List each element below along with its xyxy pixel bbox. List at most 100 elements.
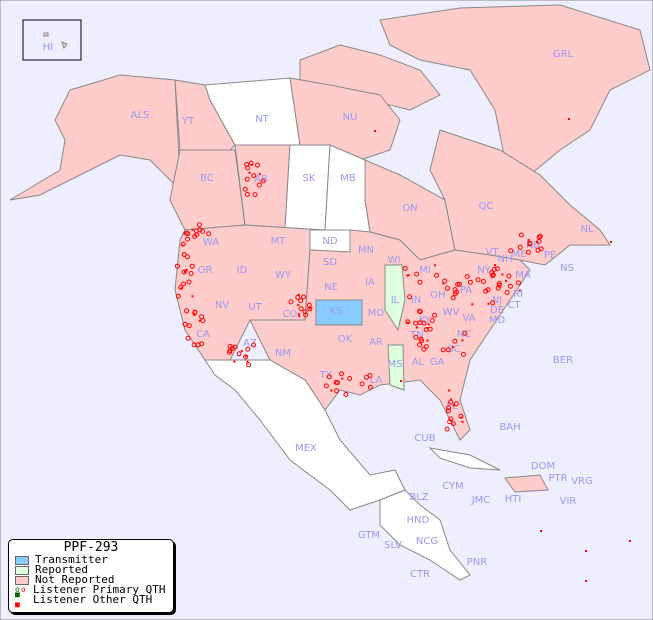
listener-primary-qth-marker <box>516 280 521 286</box>
listener-other-qth-marker <box>505 279 507 282</box>
listener-other-qth-marker <box>406 321 409 324</box>
region-label-sc: SC <box>447 344 460 355</box>
listener-primary-qth-marker <box>260 178 266 184</box>
listener-primary-qth-marker <box>537 233 543 239</box>
listener-primary-qth-marker <box>243 354 249 360</box>
listener-other-qth-marker <box>246 360 249 363</box>
listener-primary-qth-marker <box>339 371 344 377</box>
listener-primary-qth-marker <box>419 338 424 344</box>
region-label-la: LA <box>370 375 383 386</box>
listener-primary-qth-marker <box>188 271 194 276</box>
listener-primary-qth-marker <box>333 379 339 385</box>
listener-primary-qth-marker <box>183 230 189 236</box>
listener-primary-qth-marker <box>288 299 294 305</box>
listener-primary-qth-marker <box>306 302 312 308</box>
listener-other-qth-marker <box>191 228 194 231</box>
region-label-ky: KY <box>419 315 432 326</box>
region-label-jmc: JMC <box>471 495 491 506</box>
listener-primary-qth-marker <box>232 344 238 350</box>
listener-primary-qth-marker <box>181 269 187 275</box>
region-label-ct: CT <box>507 300 521 311</box>
listener-primary-qth-marker <box>227 343 233 349</box>
region-label-sd: SD <box>323 257 337 268</box>
region-label-ia: IA <box>365 277 375 288</box>
listener-other-qth-marker <box>494 264 496 267</box>
region-label-mo: MO <box>368 308 385 319</box>
listener-primary-qth-marker <box>298 306 304 312</box>
listener-primary-qth-marker <box>413 320 419 326</box>
listener-other-qth-marker <box>426 339 429 342</box>
listener-other-qth-marker <box>191 295 194 298</box>
listener-primary-qth-marker <box>200 228 206 234</box>
region-label-ca: CA <box>196 329 210 340</box>
listener-primary-qth-marker <box>206 231 212 237</box>
listener-primary-qth-marker <box>334 388 340 394</box>
listener-other-qth-marker <box>374 130 376 132</box>
listener-other-qth-marker <box>585 550 587 552</box>
listener-other-qth-marker <box>452 404 455 407</box>
region-label-wa: WA <box>203 237 219 248</box>
region-label-bc: BC <box>200 173 214 184</box>
listener-primary-qth-marker <box>184 254 190 260</box>
region-label-tx: TX <box>319 370 333 381</box>
region-label-nh: NH <box>498 254 513 265</box>
listener-primary-qth-marker <box>445 347 451 353</box>
listener-primary-qth-marker <box>452 291 458 297</box>
listener-primary-qth-marker <box>525 249 531 255</box>
hawaii-inset <box>22 19 82 61</box>
listener-primary-qth-marker <box>256 182 262 188</box>
region-label-mex: MEX <box>295 443 317 454</box>
listener-primary-qth-marker <box>252 192 258 198</box>
listener-primary-qth-marker <box>429 318 435 324</box>
listener-primary-qth-marker <box>460 351 466 357</box>
not-reported-swatch <box>15 575 29 585</box>
region-label-sk: SK <box>303 173 316 184</box>
listener-primary-qth-marker <box>181 252 187 257</box>
legend: PPF-293 Transmitter Reported Not Reporte… <box>8 539 174 613</box>
listener-primary-qth-marker <box>295 294 301 300</box>
listener-primary-qth-marker <box>462 330 468 336</box>
listener-primary-qth-marker <box>485 287 491 293</box>
region-label-hnd: HND <box>407 515 430 526</box>
listener-other-qth-marker <box>297 303 300 306</box>
legend-item-reported: Reported <box>9 564 173 575</box>
region-label-ab: AB <box>254 174 268 185</box>
listener-primary-qth-marker <box>432 312 437 318</box>
region-label-ns: NS <box>560 263 574 274</box>
listener-primary-qth-marker <box>193 228 199 234</box>
region-label-wv: WV <box>443 307 460 318</box>
listener-primary-qth-marker <box>536 238 542 244</box>
listener-other-qth-marker <box>487 302 490 305</box>
region-label-nj: NJ <box>492 295 502 306</box>
listener-other-qth-marker <box>240 349 243 352</box>
listener-other-qth-marker <box>434 264 437 267</box>
listener-primary-qth-marker <box>323 383 329 389</box>
region-label-ma: MA <box>515 270 531 281</box>
listener-primary-qth-marker <box>518 232 524 238</box>
listener-other-qth-marker <box>527 239 530 241</box>
legend-title: PPF-293 <box>63 540 119 555</box>
region-label-on: ON <box>402 203 417 214</box>
region-label-nl: NL <box>580 224 593 235</box>
listener-other-qth-marker <box>568 118 570 120</box>
listener-other-qth-marker <box>610 241 612 243</box>
region-label-nd: ND <box>322 236 337 247</box>
legend-label: Listener Other QTH <box>33 593 153 606</box>
region-label-ctr: CTR <box>410 569 430 580</box>
region-qc <box>429 129 611 266</box>
listener-primary-qth-marker <box>444 285 450 291</box>
listener-other-qth-marker <box>501 273 504 276</box>
listener-other-qth-marker <box>427 323 430 326</box>
listener-other-qth-marker <box>183 270 186 273</box>
listener-other-qth-marker <box>585 580 587 582</box>
listener-other-qth-marker <box>451 346 454 348</box>
listener-other-qth-marker <box>308 307 311 310</box>
listener-primary-qth-marker <box>464 274 470 279</box>
legend-label: Transmitter <box>35 553 108 566</box>
legend-item-transmitter: Transmitter <box>9 553 173 566</box>
listener-primary-qth-marker <box>496 282 502 288</box>
listener-other-qth-marker <box>400 380 402 382</box>
region-label-ks: KS <box>330 306 343 317</box>
region-label-nm: NM <box>275 348 291 359</box>
region-label-bah: BAH <box>499 422 520 433</box>
